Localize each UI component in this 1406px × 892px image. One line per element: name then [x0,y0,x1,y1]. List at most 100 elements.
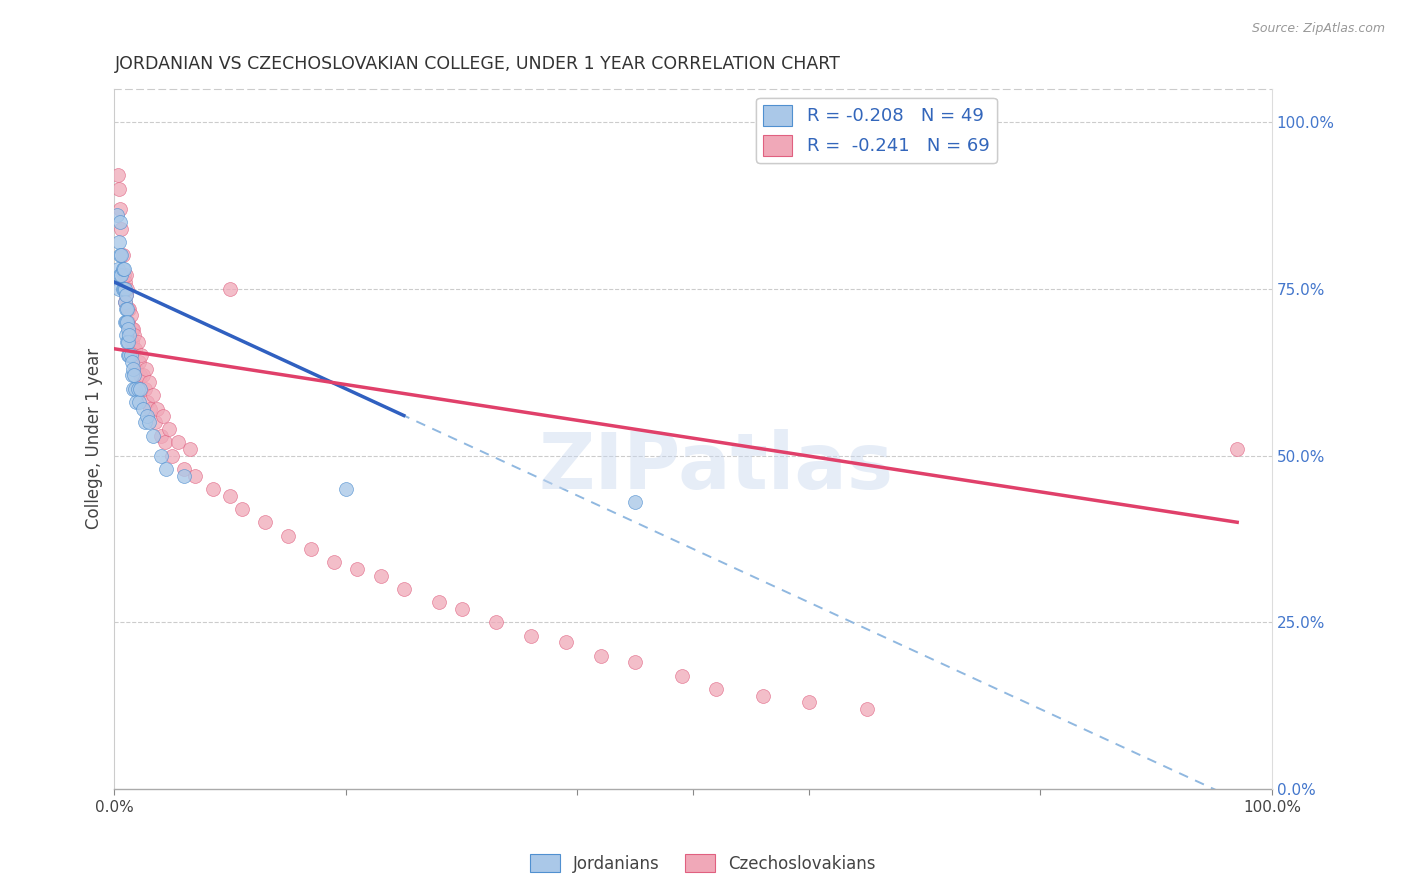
Point [105,208,128,222]
Point [219,489,242,503]
Point [112,268,135,283]
Point [115,335,138,350]
Point [135,395,157,409]
Point [118,322,141,336]
Point [108,182,131,196]
Point [219,282,242,296]
Point [135,409,157,423]
Legend: R = -0.208   N = 49, R =  -0.241   N = 69: R = -0.208 N = 49, R = -0.241 N = 69 [756,97,997,163]
Point [173,468,195,483]
Point [554,635,576,649]
Point [124,382,146,396]
Point [143,415,166,429]
Point [108,248,131,262]
Point [134,382,156,396]
Point [108,202,131,216]
Point [117,301,139,316]
Point [121,322,143,336]
Point [127,335,149,350]
Point [122,328,145,343]
Point [111,282,134,296]
Point [1226,442,1249,456]
Point [155,462,177,476]
Point [624,495,647,509]
Text: JORDANIAN VS CZECHOSLOVAKIAN COLLEGE, UNDER 1 YEAR CORRELATION CHART: JORDANIAN VS CZECHOSLOVAKIAN COLLEGE, UN… [114,55,841,73]
Point [135,361,157,376]
Point [127,382,149,396]
Point [122,322,145,336]
Point [253,515,276,529]
Point [111,261,134,276]
Y-axis label: College, Under 1 year: College, Under 1 year [86,348,103,530]
Point [128,395,150,409]
Point [115,301,138,316]
Point [128,368,150,383]
Point [118,328,141,343]
Point [277,528,299,542]
Point [167,435,190,450]
Point [201,482,224,496]
Point [110,268,132,283]
Point [142,428,165,442]
Point [117,322,139,336]
Point [117,349,139,363]
Legend: Jordanians, Czechoslovakians: Jordanians, Czechoslovakians [523,847,883,880]
Point [108,215,131,229]
Point [797,695,820,709]
Point [370,568,392,582]
Point [121,355,143,369]
Point [299,541,322,556]
Point [520,629,543,643]
Point [115,288,138,302]
Point [108,268,131,283]
Point [115,301,138,316]
Point [162,449,184,463]
Point [125,395,148,409]
Point [704,681,727,696]
Point [117,315,139,329]
Point [114,295,136,310]
Point [112,261,135,276]
Point [108,282,131,296]
Point [146,401,169,416]
Point [122,342,145,356]
Point [115,282,138,296]
Point [155,435,177,450]
Point [128,355,150,369]
Point [231,502,253,516]
Point [121,335,143,350]
Point [138,375,160,389]
Point [115,328,138,343]
Point [115,268,138,283]
Point [392,582,415,596]
Point [115,288,138,302]
Point [589,648,612,663]
Point [120,309,142,323]
Point [128,382,150,396]
Point [110,248,132,262]
Point [751,689,773,703]
Point [122,382,145,396]
Text: Source: ZipAtlas.com: Source: ZipAtlas.com [1251,22,1385,36]
Point [111,248,134,262]
Point [121,368,143,383]
Point [124,342,146,356]
Point [108,235,131,249]
Point [427,595,450,609]
Point [118,301,141,316]
Point [671,669,693,683]
Point [114,275,136,289]
Point [335,482,357,496]
Point [855,702,877,716]
Point [346,562,368,576]
Point [138,415,160,429]
Point [149,449,172,463]
Point [139,401,162,416]
Point [114,282,136,296]
Point [184,468,207,483]
Point [118,349,141,363]
Point [134,415,156,429]
Point [323,555,346,569]
Point [485,615,508,630]
Point [112,282,135,296]
